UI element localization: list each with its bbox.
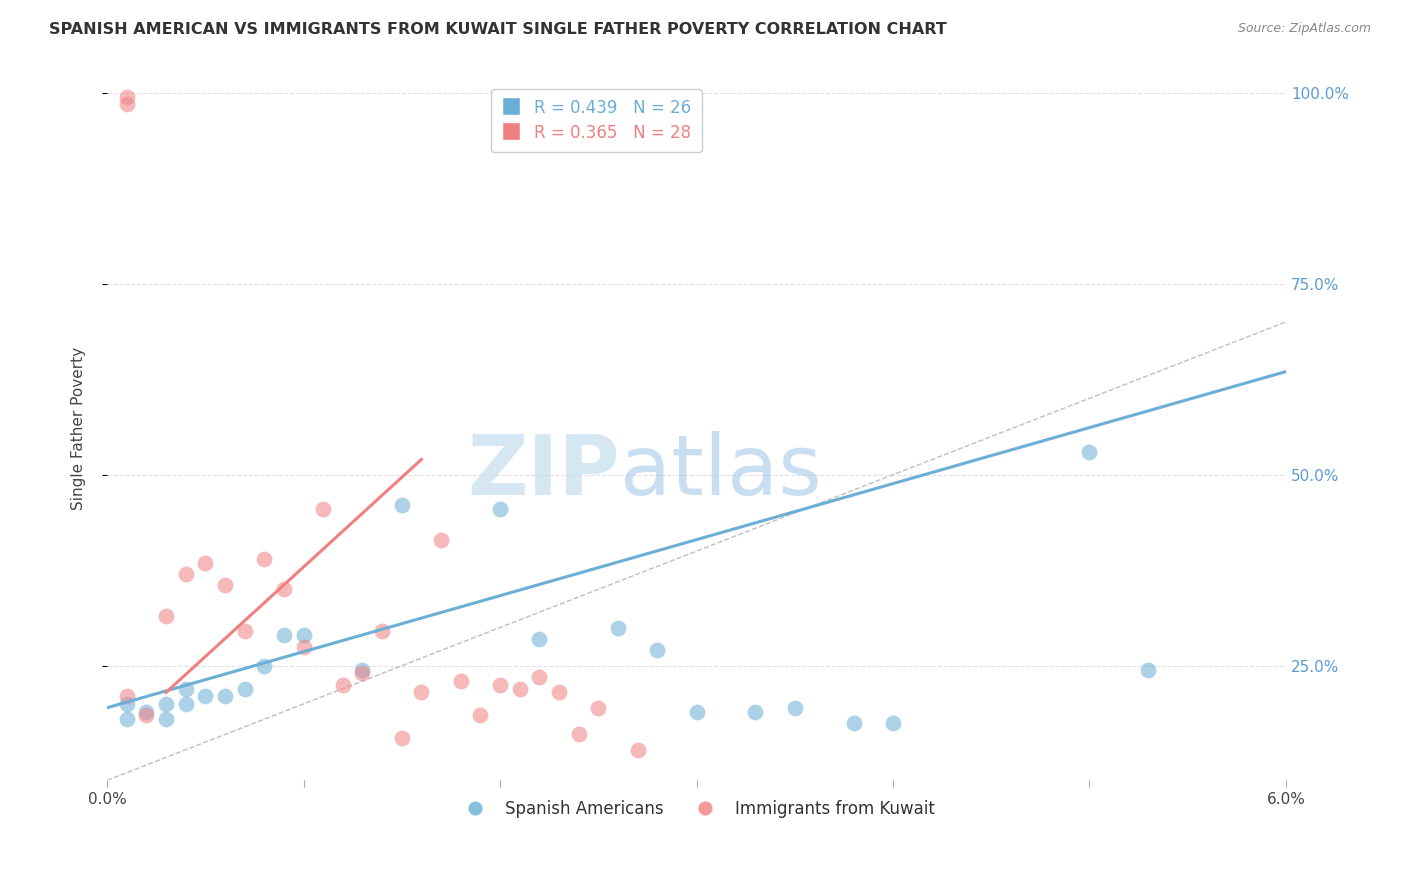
Point: [253, 551, 276, 566]
Point: [155, 609, 177, 624]
Point: [174, 567, 197, 582]
Point: [685, 705, 707, 719]
Point: [391, 498, 413, 512]
Text: SPANISH AMERICAN VS IMMIGRANTS FROM KUWAIT SINGLE FATHER POVERTY CORRELATION CHA: SPANISH AMERICAN VS IMMIGRANTS FROM KUWA…: [49, 22, 948, 37]
Point: [174, 681, 197, 696]
Point: [174, 697, 197, 711]
Point: [568, 727, 591, 741]
Point: [588, 700, 610, 714]
Point: [882, 716, 904, 731]
Point: [645, 643, 668, 657]
Point: [489, 678, 512, 692]
Point: [115, 89, 138, 103]
Point: [292, 628, 315, 642]
Point: [509, 681, 531, 696]
Point: [194, 690, 217, 704]
Point: [332, 678, 354, 692]
Point: [253, 658, 276, 673]
Point: [292, 640, 315, 654]
Point: [1137, 663, 1160, 677]
Point: [489, 502, 512, 516]
Point: [783, 700, 806, 714]
Point: [115, 97, 138, 112]
Point: [155, 697, 177, 711]
Point: [430, 533, 453, 547]
Point: [842, 716, 865, 731]
Point: [312, 502, 335, 516]
Point: [273, 582, 295, 597]
Point: [411, 685, 433, 699]
Text: Source: ZipAtlas.com: Source: ZipAtlas.com: [1237, 22, 1371, 36]
Point: [470, 708, 492, 723]
Point: [115, 712, 138, 726]
Point: [606, 620, 628, 634]
Point: [371, 624, 394, 639]
Point: [155, 712, 177, 726]
Point: [529, 632, 551, 646]
Point: [744, 705, 766, 719]
Point: [273, 628, 295, 642]
Point: [214, 690, 236, 704]
Point: [529, 670, 551, 684]
Point: [214, 578, 236, 592]
Point: [115, 697, 138, 711]
Point: [233, 624, 256, 639]
Point: [233, 681, 256, 696]
Point: [626, 743, 648, 757]
Point: [391, 731, 413, 746]
Point: [352, 663, 374, 677]
Point: [194, 556, 217, 570]
Point: [352, 666, 374, 681]
Point: [548, 685, 571, 699]
Point: [135, 705, 157, 719]
Point: [115, 690, 138, 704]
Point: [450, 673, 472, 688]
Point: [1078, 444, 1101, 458]
Legend: Spanish Americans, Immigrants from Kuwait: Spanish Americans, Immigrants from Kuwai…: [451, 793, 942, 825]
Text: atlas: atlas: [620, 431, 821, 511]
Y-axis label: Single Father Poverty: Single Father Poverty: [72, 347, 86, 510]
Point: [135, 708, 157, 723]
Text: ZIP: ZIP: [467, 431, 620, 511]
